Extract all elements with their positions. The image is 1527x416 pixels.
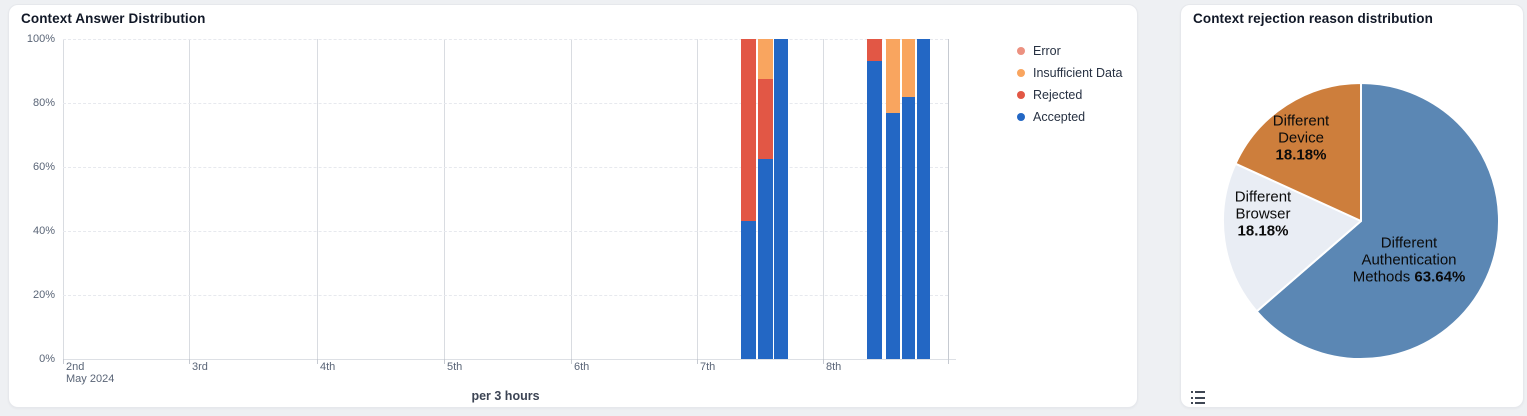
bar-segment-rejected[interactable] <box>867 39 882 62</box>
horizontal-gridline <box>63 103 948 104</box>
context-rejection-reason-panel: Context rejection reason distribution Di… <box>1180 4 1524 408</box>
x-axis-tick-label: 7th <box>700 361 716 373</box>
legend-dot <box>1017 113 1025 121</box>
bar-segment-accepted[interactable] <box>758 159 773 359</box>
x-axis-tick <box>571 359 572 364</box>
horizontal-gridline <box>63 231 948 232</box>
y-axis-tick-label: 100% <box>26 33 55 45</box>
x-axis-line <box>63 359 956 360</box>
x-axis-tick <box>444 359 445 364</box>
bar-chart-legend: Error Insufficient Data Rejected Accepted <box>1017 40 1122 128</box>
bar-segment-accepted[interactable] <box>886 112 900 359</box>
stacked-bar[interactable] <box>774 39 788 359</box>
x-axis-tick-label: 6th <box>574 361 590 373</box>
x-axis-month-label: May 2024 <box>66 373 115 385</box>
horizontal-gridline <box>63 39 948 40</box>
legend-item-error[interactable]: Error <box>1017 40 1122 62</box>
pie-slice-different-authentication-methods[interactable] <box>1255 82 1500 360</box>
legend-dot <box>1017 47 1025 55</box>
bar-segment-rejected[interactable] <box>741 39 756 222</box>
x-axis-tick <box>948 359 949 364</box>
vertical-gridline <box>697 39 698 359</box>
bar-segment-accepted[interactable] <box>741 221 756 359</box>
vertical-gridline <box>189 39 190 359</box>
y-axis-tick-label: 40% <box>32 225 55 237</box>
pie-chart <box>1222 82 1500 360</box>
legend-label: Rejected <box>1033 88 1083 102</box>
x-axis-tick-label: 3rd <box>192 361 208 373</box>
vertical-gridline <box>948 39 949 359</box>
list-icon[interactable] <box>1191 391 1205 404</box>
bar-segment-insufficient-data[interactable] <box>902 39 915 97</box>
x-axis-tick <box>697 359 698 364</box>
bar-segment-rejected[interactable] <box>758 79 773 159</box>
y-axis-tick-label: 80% <box>32 97 55 109</box>
legend-item-insufficient-data[interactable]: Insufficient Data <box>1017 62 1122 84</box>
bar-chart-title: Context Answer Distribution <box>21 11 206 26</box>
x-axis-tick-label: 4th <box>320 361 336 373</box>
horizontal-gridline <box>63 295 948 296</box>
pie-slice-different-device[interactable] <box>1234 82 1362 222</box>
stacked-bar[interactable] <box>867 39 882 359</box>
bar-segment-accepted[interactable] <box>867 61 882 359</box>
bar-segment-insufficient-data[interactable] <box>886 39 900 113</box>
legend-dot <box>1017 69 1025 77</box>
bar-chart-plot-area <box>63 39 949 359</box>
vertical-gridline <box>444 39 445 359</box>
x-axis-tick-label: 8th <box>826 361 842 373</box>
x-axis-tick <box>823 359 824 364</box>
stacked-bar[interactable] <box>886 39 900 359</box>
pie-slice-different-browser[interactable] <box>1222 162 1362 313</box>
y-axis-tick-label: 20% <box>32 289 55 301</box>
pie-chart-title: Context rejection reason distribution <box>1193 11 1433 26</box>
vertical-gridline <box>317 39 318 359</box>
bar-segment-accepted[interactable] <box>917 39 930 359</box>
bar-segment-accepted[interactable] <box>774 39 788 359</box>
legend-label: Insufficient Data <box>1033 66 1123 80</box>
context-answer-distribution-panel: Context Answer Distribution 100% 80% 60% 40… <box>8 4 1138 408</box>
stacked-bar[interactable] <box>917 39 930 359</box>
y-axis-tick-label: 60% <box>32 161 55 173</box>
stacked-bar[interactable] <box>902 39 915 359</box>
vertical-gridline <box>571 39 572 359</box>
legend-label: Error <box>1033 44 1061 58</box>
x-axis-tick-label: 2nd <box>66 361 85 373</box>
x-axis-tick <box>317 359 318 364</box>
bar-segment-insufficient-data[interactable] <box>758 39 773 79</box>
legend-dot <box>1017 91 1025 99</box>
legend-item-rejected[interactable]: Rejected <box>1017 84 1122 106</box>
horizontal-gridline <box>63 167 948 168</box>
bar-segment-accepted[interactable] <box>902 96 915 359</box>
y-axis-tick-label: 0% <box>39 353 55 365</box>
x-axis-title: per 3 hours <box>471 389 540 403</box>
x-axis-tick-label: 5th <box>447 361 463 373</box>
x-axis-tick <box>189 359 190 364</box>
legend-item-accepted[interactable]: Accepted <box>1017 106 1122 128</box>
vertical-gridline <box>63 39 64 359</box>
stacked-bar[interactable] <box>758 39 773 359</box>
stacked-bar[interactable] <box>741 39 756 359</box>
vertical-gridline <box>823 39 824 359</box>
legend-label: Accepted <box>1033 110 1086 124</box>
x-axis-tick <box>63 359 64 364</box>
